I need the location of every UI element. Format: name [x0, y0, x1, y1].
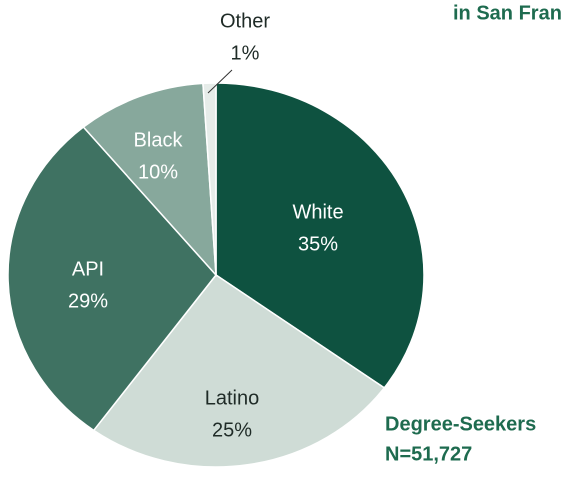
slice-value-label: 1%: [231, 42, 260, 64]
pie-slice: [92, 273, 386, 468]
chart-title: in San Fran: [453, 2, 562, 24]
leader-line: [207, 69, 233, 94]
slice-label: White: [292, 201, 343, 223]
pie-slice: [7, 126, 217, 432]
annotation: N=51,727: [385, 443, 472, 465]
slice-value-label: 25%: [212, 419, 252, 441]
slice-label: Other: [220, 10, 270, 32]
pie-slice: [202, 82, 217, 276]
annotation: Degree-Seekers: [385, 413, 536, 435]
pie-slice: [82, 82, 217, 278]
slice-value-label: 29%: [68, 290, 108, 312]
slice-label: API: [72, 258, 104, 280]
slice-value-label: 35%: [298, 233, 338, 255]
slice-label: Black: [134, 129, 184, 151]
pie-slice: [215, 82, 425, 389]
slice-value-label: 10%: [138, 161, 178, 183]
slice-label: Latino: [205, 387, 260, 409]
